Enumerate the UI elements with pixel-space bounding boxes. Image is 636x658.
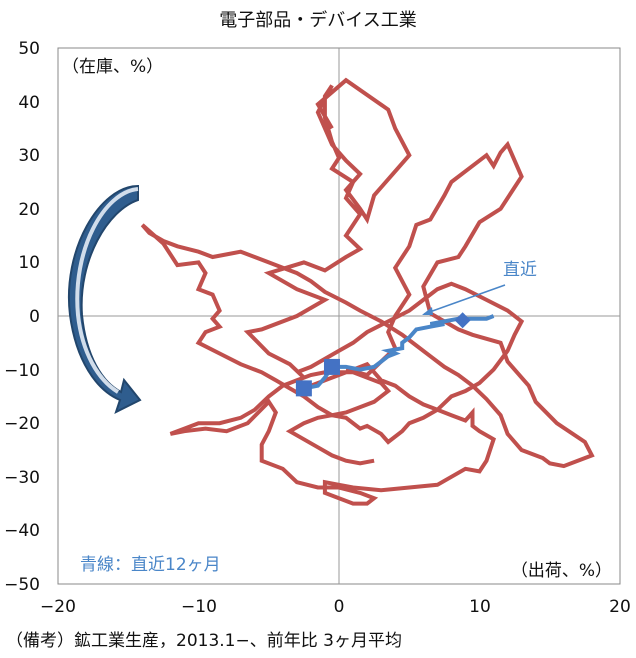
- y-tick-label: 50: [18, 39, 40, 59]
- y-tick-label: 40: [18, 93, 40, 113]
- x-tick-label: 10: [469, 597, 491, 617]
- x-tick-label: 0: [334, 597, 345, 617]
- marker-layer: [295, 312, 471, 397]
- series-line-3: [303, 314, 495, 391]
- y-tick-label: 30: [18, 146, 40, 166]
- y-tick-label: 0: [29, 307, 40, 327]
- chart-title: 電子部品・デバイス工業: [219, 10, 416, 31]
- point-marker: [323, 358, 340, 375]
- series-line-2: [169, 361, 497, 506]
- latest-pointer-head-icon: [422, 307, 433, 315]
- x-tick-label: −20: [40, 597, 76, 617]
- series-line-0: [243, 77, 412, 380]
- point-marker: [295, 380, 312, 397]
- latest-pointer: [423, 284, 506, 315]
- series-layer: [140, 77, 595, 506]
- y-tick-label: 20: [18, 200, 40, 220]
- latest-label: 直近: [503, 260, 537, 280]
- x-axis-label: （出荷、%）: [511, 561, 612, 581]
- series-line-1: [140, 140, 595, 469]
- y-tick-label: −40: [4, 521, 40, 541]
- rotation-arrow-icon: [67, 184, 142, 414]
- y-tick-label: −10: [4, 361, 40, 381]
- y-axis-label: （在庫、%）: [62, 57, 163, 77]
- x-tick-label: 20: [609, 597, 631, 617]
- y-tick-label: −20: [4, 414, 40, 434]
- x-tick-label: −10: [181, 597, 217, 617]
- y-tick-label: 10: [18, 253, 40, 273]
- y-tick-label: −50: [4, 575, 40, 595]
- y-tick-label: −30: [4, 468, 40, 488]
- footnote: （備考）鉱工業生産，2013.1−、前年比 3ヶ月平均: [6, 631, 402, 651]
- point-marker: [454, 312, 471, 329]
- blue-line-note: 青線：直近12ヶ月: [80, 555, 221, 575]
